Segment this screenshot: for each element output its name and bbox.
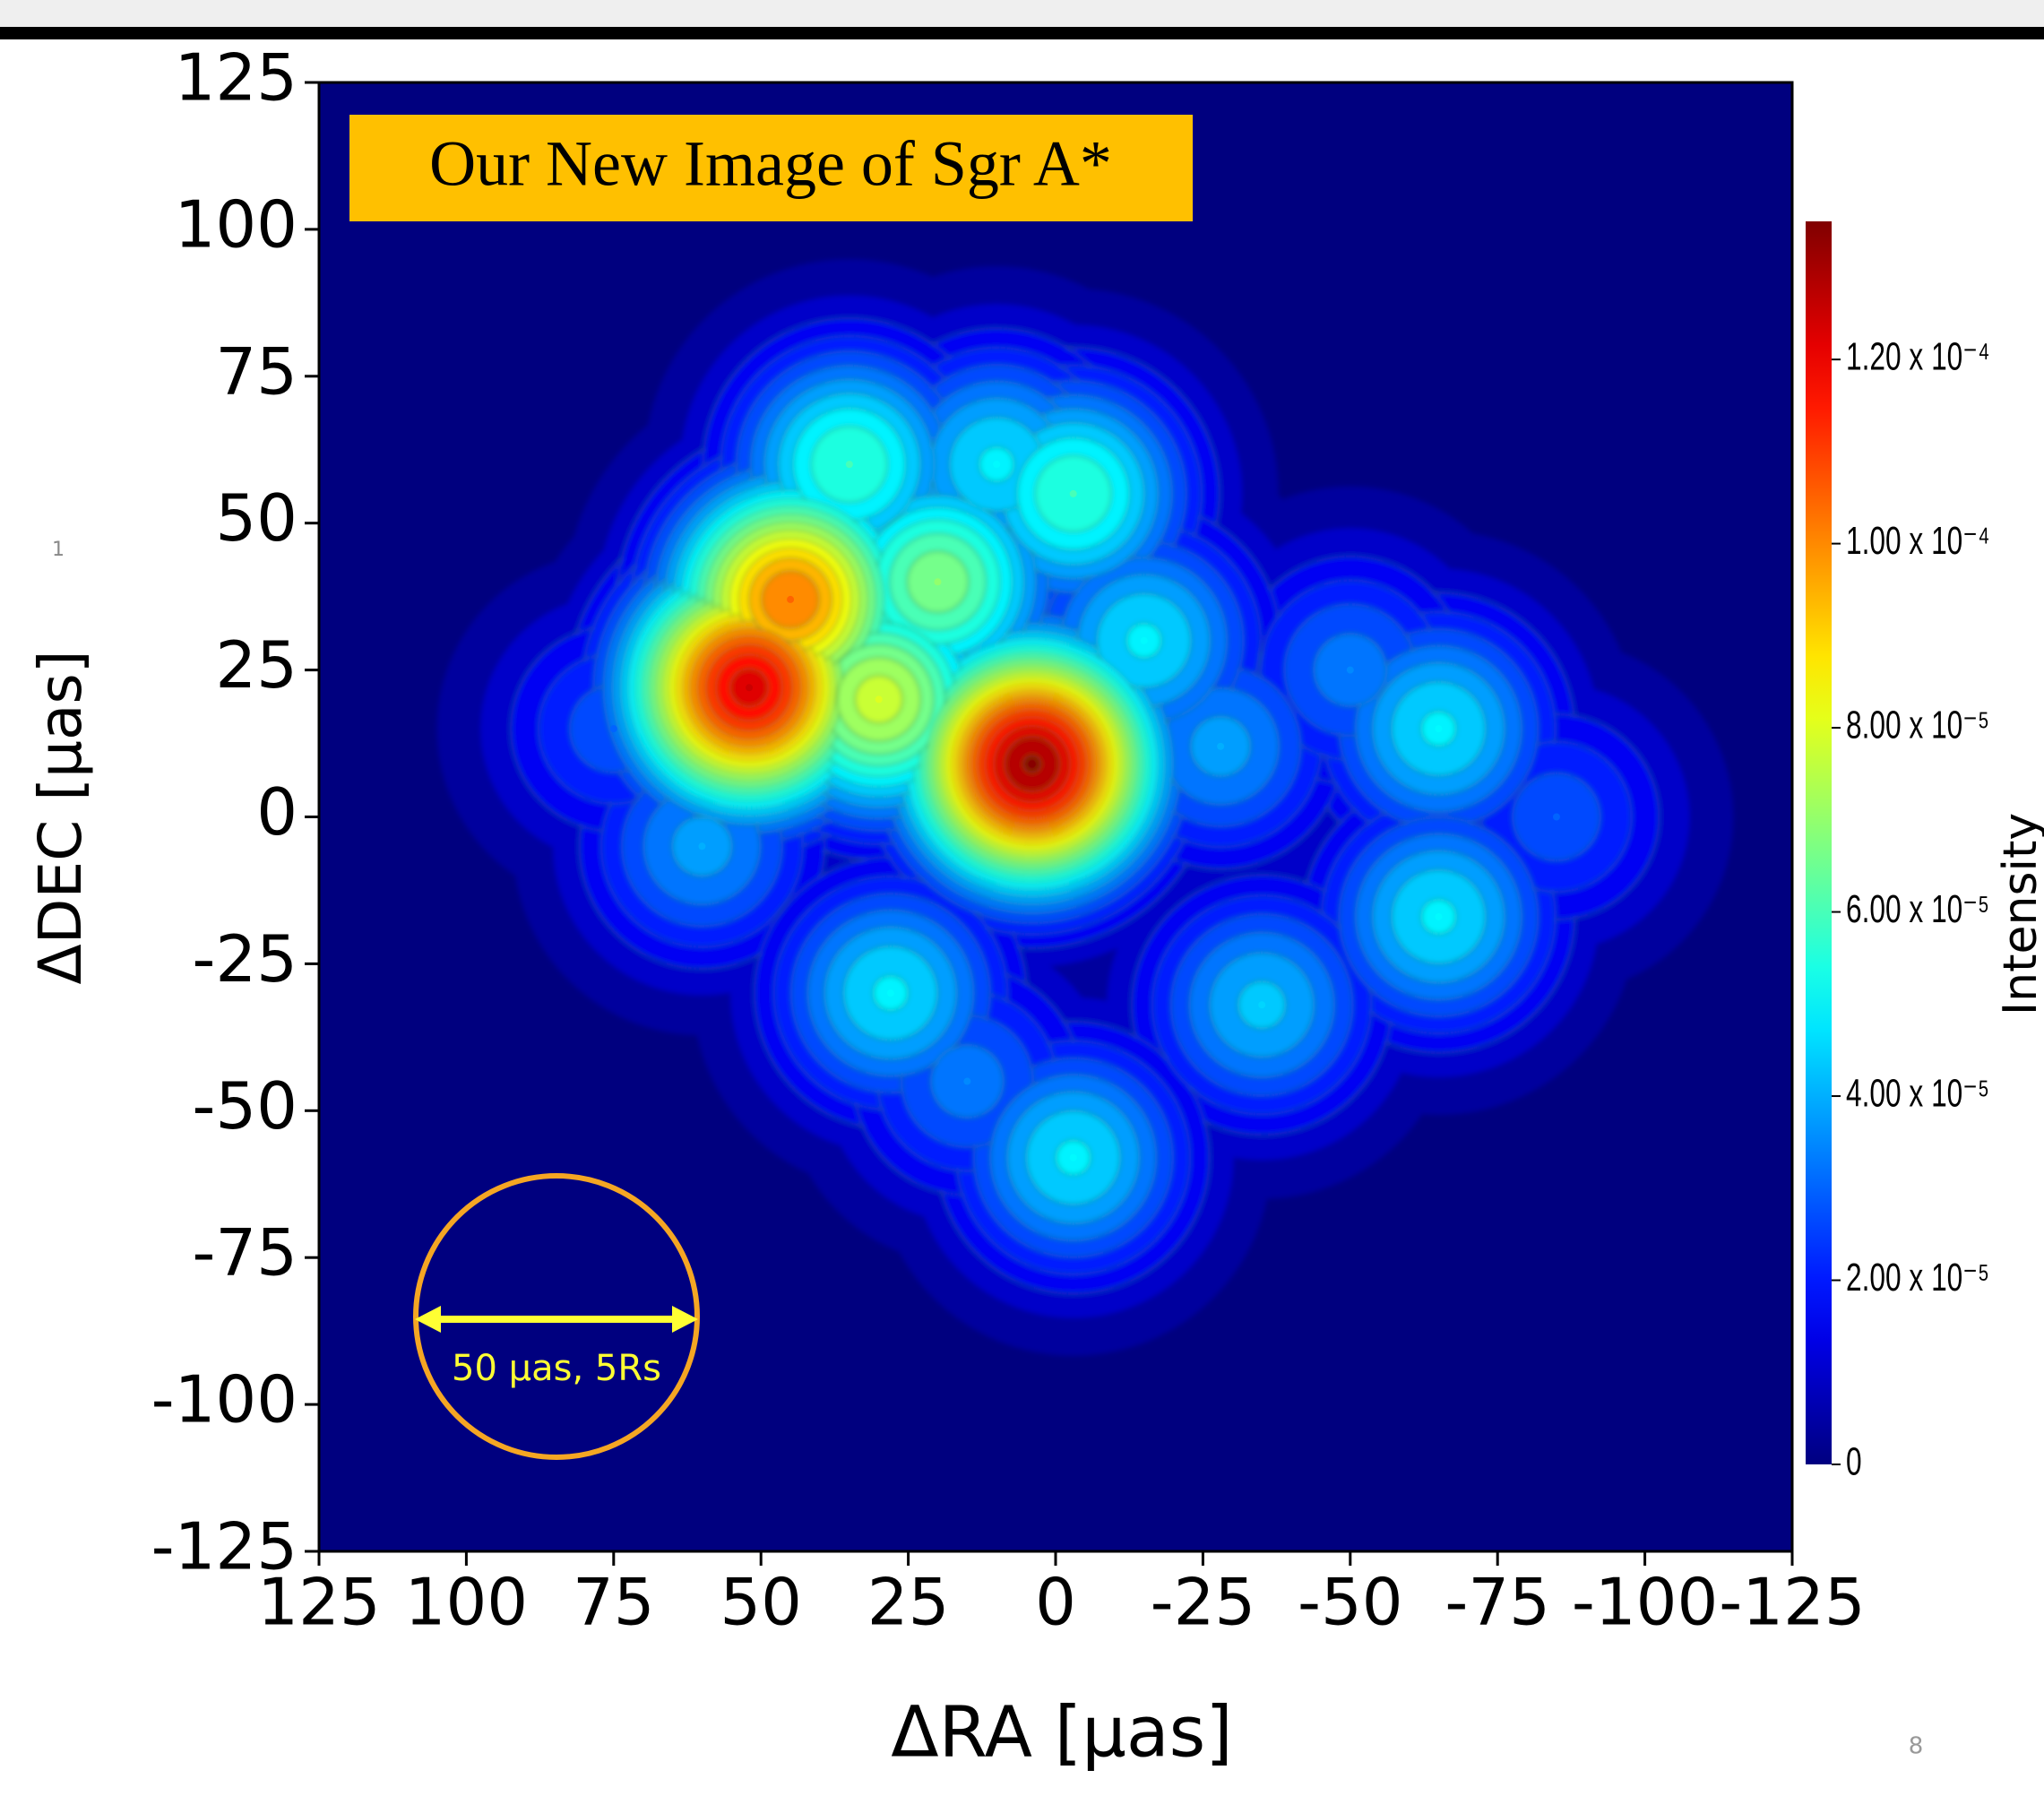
- scale-label: 50 µas, 5Rs: [452, 1348, 661, 1389]
- x-tick-label: 75: [573, 1565, 655, 1640]
- peak: [698, 842, 705, 850]
- y-tick-label: 50: [215, 480, 298, 556]
- peak: [887, 989, 894, 997]
- slide-strip: [0, 0, 2044, 27]
- peak: [1258, 1001, 1265, 1008]
- peak: [1070, 1154, 1077, 1161]
- x-tick-label: -25: [1151, 1565, 1256, 1640]
- y-tick-label: -75: [192, 1215, 298, 1291]
- footnote-mark: 1: [52, 539, 65, 561]
- x-tick-label: 100: [405, 1565, 528, 1640]
- x-tick-label: -125: [1719, 1565, 1865, 1640]
- y-tick-label: 0: [256, 774, 298, 850]
- colorbar-tick-label: 1.20 x 10⁻⁴: [1846, 335, 1990, 379]
- peak: [993, 461, 1000, 468]
- peak: [1070, 490, 1077, 497]
- y-tick-label: -25: [192, 921, 298, 997]
- annotation: Our New Image of Sgr A*: [429, 128, 1112, 200]
- peak: [963, 1078, 970, 1085]
- y-tick-label: -100: [151, 1362, 298, 1438]
- peak: [875, 695, 883, 703]
- peak: [846, 461, 853, 468]
- colorbar-label: Intensity: [1994, 813, 2044, 1015]
- x-axis-label: ΔRA [μas]: [891, 1692, 1232, 1773]
- y-tick-label: 75: [215, 333, 298, 409]
- slide-bar: [0, 27, 2044, 39]
- colorbar: [1806, 221, 1832, 1464]
- y-tick-label: -50: [192, 1068, 298, 1144]
- x-tick-label: 0: [1035, 1565, 1076, 1640]
- colorbar-tick-label: 0: [1846, 1440, 1862, 1484]
- peak: [1029, 760, 1036, 767]
- x-tick-label: -100: [1572, 1565, 1718, 1640]
- x-tick-label: -75: [1445, 1565, 1550, 1640]
- page: Our New Image of Sgr A* 50 µas, 5Rs ΔRA …: [0, 0, 2044, 1796]
- colorbar-tick-label: 1.00 x 10⁻⁴: [1846, 519, 1990, 563]
- page-number: 8: [1909, 1733, 1924, 1760]
- peak: [1553, 814, 1560, 821]
- peak: [1347, 667, 1354, 674]
- colorbar-tick-label: 4.00 x 10⁻⁵: [1846, 1072, 1989, 1116]
- y-tick-label: 100: [175, 186, 298, 262]
- colorbar-tick-label: 6.00 x 10⁻⁵: [1846, 887, 1989, 931]
- peak: [1435, 913, 1442, 920]
- peak: [610, 725, 617, 732]
- x-tick-label: 25: [867, 1565, 950, 1640]
- x-tick-label: -50: [1298, 1565, 1403, 1640]
- peak: [1141, 637, 1148, 644]
- y-tick-label: -125: [151, 1509, 298, 1584]
- colorbar-tick-label: 2.00 x 10⁻⁵: [1846, 1256, 1989, 1300]
- peak: [787, 596, 794, 603]
- peak: [1435, 725, 1442, 732]
- x-tick-label: 50: [720, 1565, 802, 1640]
- peak: [934, 578, 941, 585]
- peak: [746, 684, 753, 691]
- y-axis-label: ΔDEC [μas]: [26, 650, 95, 984]
- chart: Our New Image of Sgr A* 50 µas, 5Rs ΔRA …: [0, 0, 2044, 1796]
- peak: [1217, 743, 1224, 750]
- y-tick-label: 125: [175, 40, 298, 116]
- colorbar-tick-label: 8.00 x 10⁻⁵: [1846, 704, 1989, 747]
- y-tick-label: 25: [215, 627, 298, 703]
